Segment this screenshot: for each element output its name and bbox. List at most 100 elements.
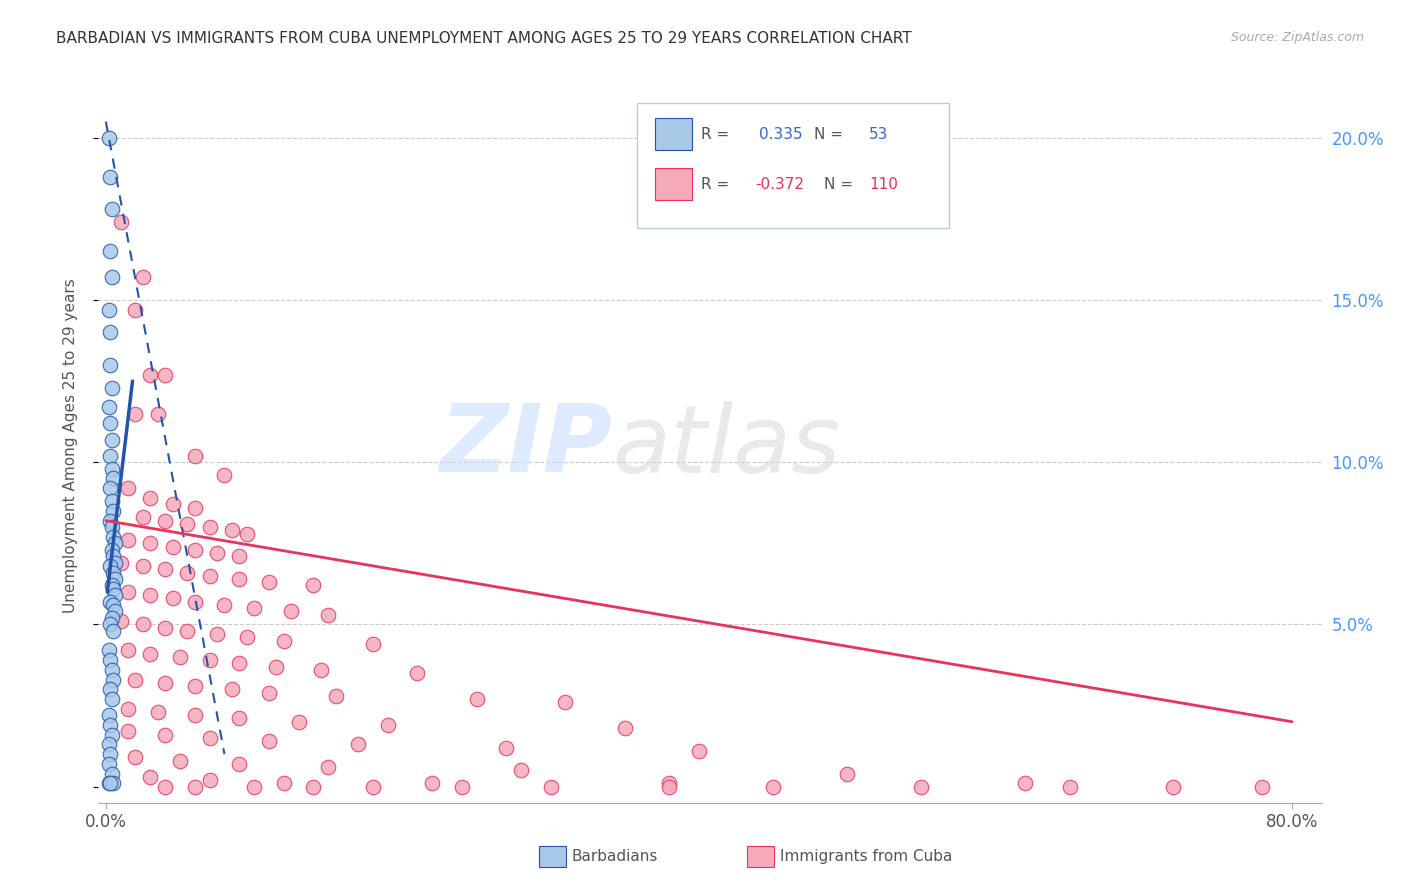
Point <box>100 461 122 475</box>
Point <box>146 407 169 421</box>
Point <box>658 776 681 790</box>
Point <box>103 549 125 564</box>
Point <box>1163 780 1185 794</box>
Point <box>117 643 139 657</box>
Point <box>132 559 155 574</box>
Point <box>98 481 121 495</box>
Point <box>98 776 121 790</box>
Point <box>1059 780 1081 794</box>
Point <box>450 780 472 794</box>
Text: R =: R = <box>702 127 730 142</box>
Point <box>162 497 184 511</box>
Point <box>1251 780 1274 794</box>
Point <box>169 754 191 768</box>
Text: R =: R = <box>702 177 730 192</box>
Point <box>98 326 121 340</box>
Point <box>100 692 122 706</box>
Point <box>104 536 127 550</box>
Point <box>98 169 121 184</box>
Point <box>110 614 132 628</box>
Point <box>205 627 228 641</box>
Point <box>221 524 243 538</box>
Point <box>98 244 121 259</box>
FancyBboxPatch shape <box>637 103 949 228</box>
Point <box>110 215 132 229</box>
Point <box>228 572 250 586</box>
Point <box>910 780 932 794</box>
Point <box>117 533 139 547</box>
Point <box>98 747 121 761</box>
Point <box>228 711 250 725</box>
Point <box>139 770 162 784</box>
Point <box>184 595 207 609</box>
Point <box>97 708 120 723</box>
Point <box>153 368 176 382</box>
FancyBboxPatch shape <box>655 168 692 200</box>
FancyBboxPatch shape <box>747 846 773 867</box>
Point <box>146 705 169 719</box>
Point <box>124 407 146 421</box>
Point <box>103 582 125 596</box>
Text: ZIP: ZIP <box>439 400 612 492</box>
Point <box>98 358 121 372</box>
FancyBboxPatch shape <box>655 118 692 150</box>
Point <box>100 381 122 395</box>
Text: 110: 110 <box>869 177 898 192</box>
Point <box>117 724 139 739</box>
Point <box>97 738 120 752</box>
Point <box>97 400 120 414</box>
Point <box>243 780 266 794</box>
Text: Barbadians: Barbadians <box>572 849 658 863</box>
Point <box>184 542 207 557</box>
Point <box>280 604 302 618</box>
Point <box>132 510 155 524</box>
Point <box>100 520 122 534</box>
Point <box>124 302 146 317</box>
Text: BARBADIAN VS IMMIGRANTS FROM CUBA UNEMPLOYMENT AMONG AGES 25 TO 29 YEARS CORRELA: BARBADIAN VS IMMIGRANTS FROM CUBA UNEMPL… <box>56 31 912 46</box>
Point <box>98 449 121 463</box>
Point <box>309 663 332 677</box>
Point <box>124 750 146 764</box>
Point <box>198 520 221 534</box>
Point <box>169 649 191 664</box>
Point <box>100 611 122 625</box>
Point <box>100 663 122 677</box>
Point <box>377 718 399 732</box>
Point <box>97 643 120 657</box>
Point <box>228 657 250 671</box>
Point <box>176 624 198 638</box>
Point <box>273 776 295 790</box>
Point <box>100 270 122 285</box>
Point <box>124 673 146 687</box>
Point <box>100 433 122 447</box>
Text: N =: N = <box>814 127 844 142</box>
Point <box>420 776 443 790</box>
Point <box>495 740 517 755</box>
Text: 0.335: 0.335 <box>759 127 803 142</box>
Point <box>153 621 176 635</box>
Point <box>110 556 132 570</box>
Point <box>139 647 162 661</box>
Point <box>214 598 236 612</box>
Point <box>510 764 533 778</box>
Point <box>198 773 221 788</box>
Point <box>658 780 681 794</box>
Point <box>198 731 221 745</box>
Point <box>153 514 176 528</box>
Point <box>100 766 122 780</box>
Point <box>347 738 370 752</box>
Point <box>273 633 295 648</box>
Point <box>139 536 162 550</box>
Point <box>117 585 139 599</box>
Point <box>139 491 162 505</box>
Point <box>162 540 184 554</box>
Point <box>100 542 122 557</box>
Point <box>302 780 325 794</box>
Point <box>302 578 325 592</box>
Point <box>117 481 139 495</box>
Point <box>257 575 280 590</box>
Point <box>97 302 120 317</box>
Point <box>97 776 120 790</box>
Point <box>176 566 198 580</box>
Point <box>98 559 121 574</box>
